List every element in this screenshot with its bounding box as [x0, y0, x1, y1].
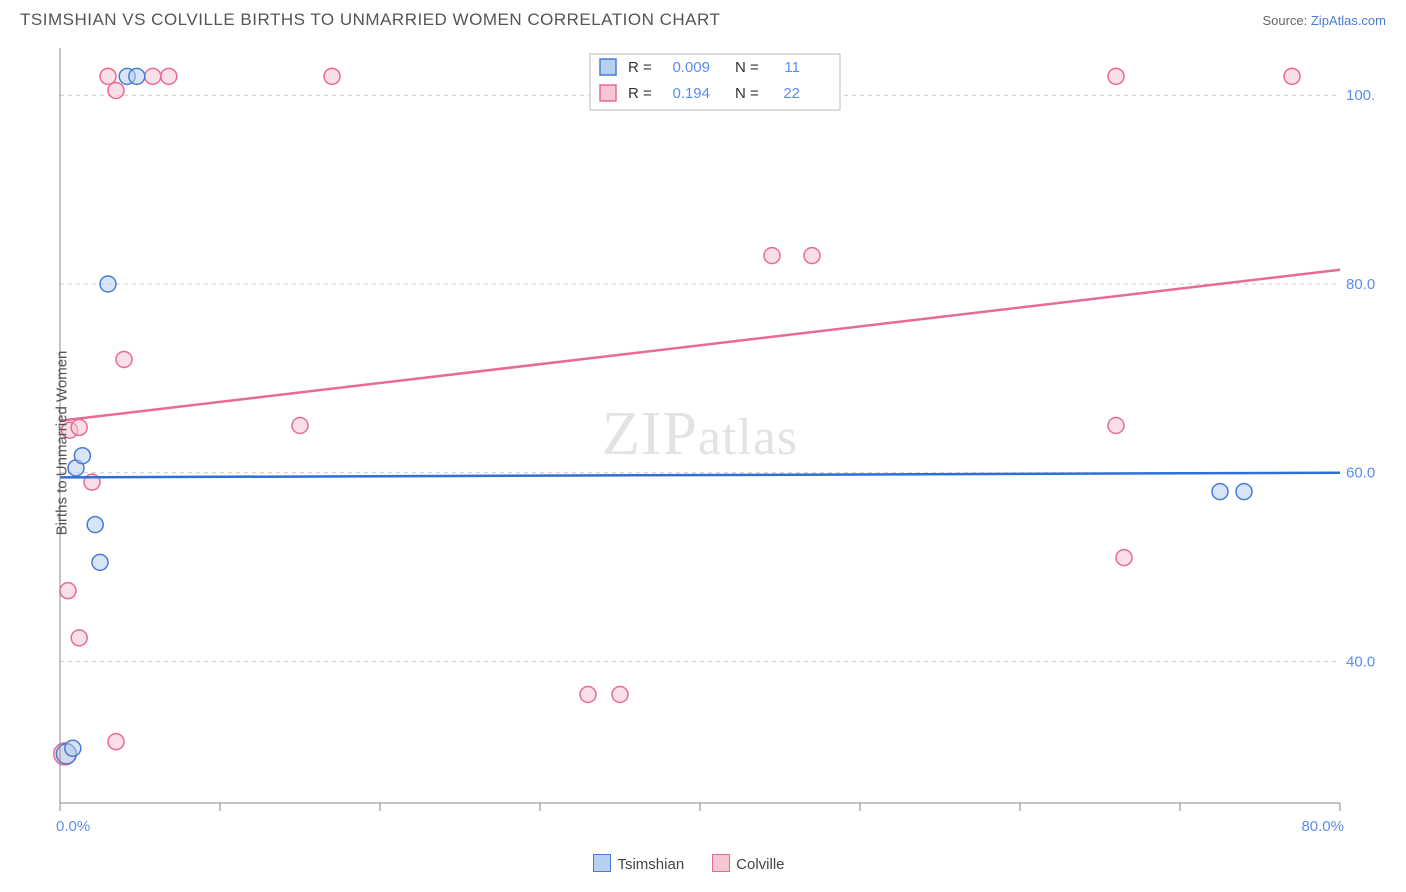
data-point [580, 686, 596, 702]
data-point [145, 68, 161, 84]
data-point [764, 248, 780, 264]
data-point [1108, 418, 1124, 434]
watermark: ZIPatlas [602, 400, 798, 468]
chart-container: Births to Unmarried Women 40.0% 60.0% 80.0… [50, 38, 1376, 848]
data-point [129, 68, 145, 84]
legend-r-value: 0.009 [672, 59, 710, 76]
scatter-chart: 40.0% 60.0% 80.0% 100.0% ZIPatlas 0.0% 80.0% R … [50, 38, 1376, 848]
data-point [1212, 484, 1228, 500]
source-prefix: Source: [1262, 13, 1310, 28]
y-axis-label: Births to Unmarried Women [54, 351, 71, 536]
data-point [1108, 68, 1124, 84]
source-link[interactable]: ZipAtlas.com [1311, 13, 1386, 28]
legend-swatch [593, 854, 611, 872]
data-point [71, 630, 87, 646]
legend-n-value: 11 [784, 59, 800, 76]
legend-swatch [600, 59, 616, 75]
data-point [108, 82, 124, 98]
data-point [108, 734, 124, 750]
data-point [292, 418, 308, 434]
data-point [74, 448, 90, 464]
legend-n-label: N = [735, 85, 759, 102]
data-point [161, 68, 177, 84]
data-point [1284, 68, 1300, 84]
data-point [612, 686, 628, 702]
data-point [60, 583, 76, 599]
trend-line [60, 473, 1340, 478]
x-tick-label: 0.0% [56, 818, 90, 835]
data-point [65, 740, 81, 756]
data-point [87, 517, 103, 533]
legend-swatch [600, 85, 616, 101]
legend-swatch [712, 854, 730, 872]
y-tick-label: 100.0% [1346, 87, 1376, 104]
legend-label: Colville [736, 856, 784, 873]
data-point [100, 276, 116, 292]
y-tick-label: 80.0% [1346, 276, 1376, 293]
data-point [116, 351, 132, 367]
legend-n-value: 22 [783, 85, 800, 102]
legend-label: Tsimshian [617, 856, 684, 873]
legend-n-label: N = [735, 59, 759, 76]
data-point [324, 68, 340, 84]
y-tick-label: 40.0% [1346, 653, 1376, 670]
legend-bottom: Tsimshian Colville [0, 848, 1406, 873]
y-tick-label: 60.0% [1346, 465, 1376, 482]
trend-line [60, 270, 1340, 421]
legend-r-value: 0.194 [672, 85, 710, 102]
data-point [1116, 550, 1132, 566]
chart-title: TSIMSHIAN VS COLVILLE BIRTHS TO UNMARRIE… [20, 10, 720, 30]
legend-r-label: R = [628, 85, 652, 102]
data-point [1236, 484, 1252, 500]
x-tick-label: 80.0% [1301, 818, 1344, 835]
source-label: Source: ZipAtlas.com [1262, 13, 1386, 28]
data-point [100, 68, 116, 84]
data-point [71, 419, 87, 435]
data-point [804, 248, 820, 264]
legend-r-label: R = [628, 59, 652, 76]
data-point [92, 554, 108, 570]
header-bar: TSIMSHIAN VS COLVILLE BIRTHS TO UNMARRIE… [0, 0, 1406, 38]
